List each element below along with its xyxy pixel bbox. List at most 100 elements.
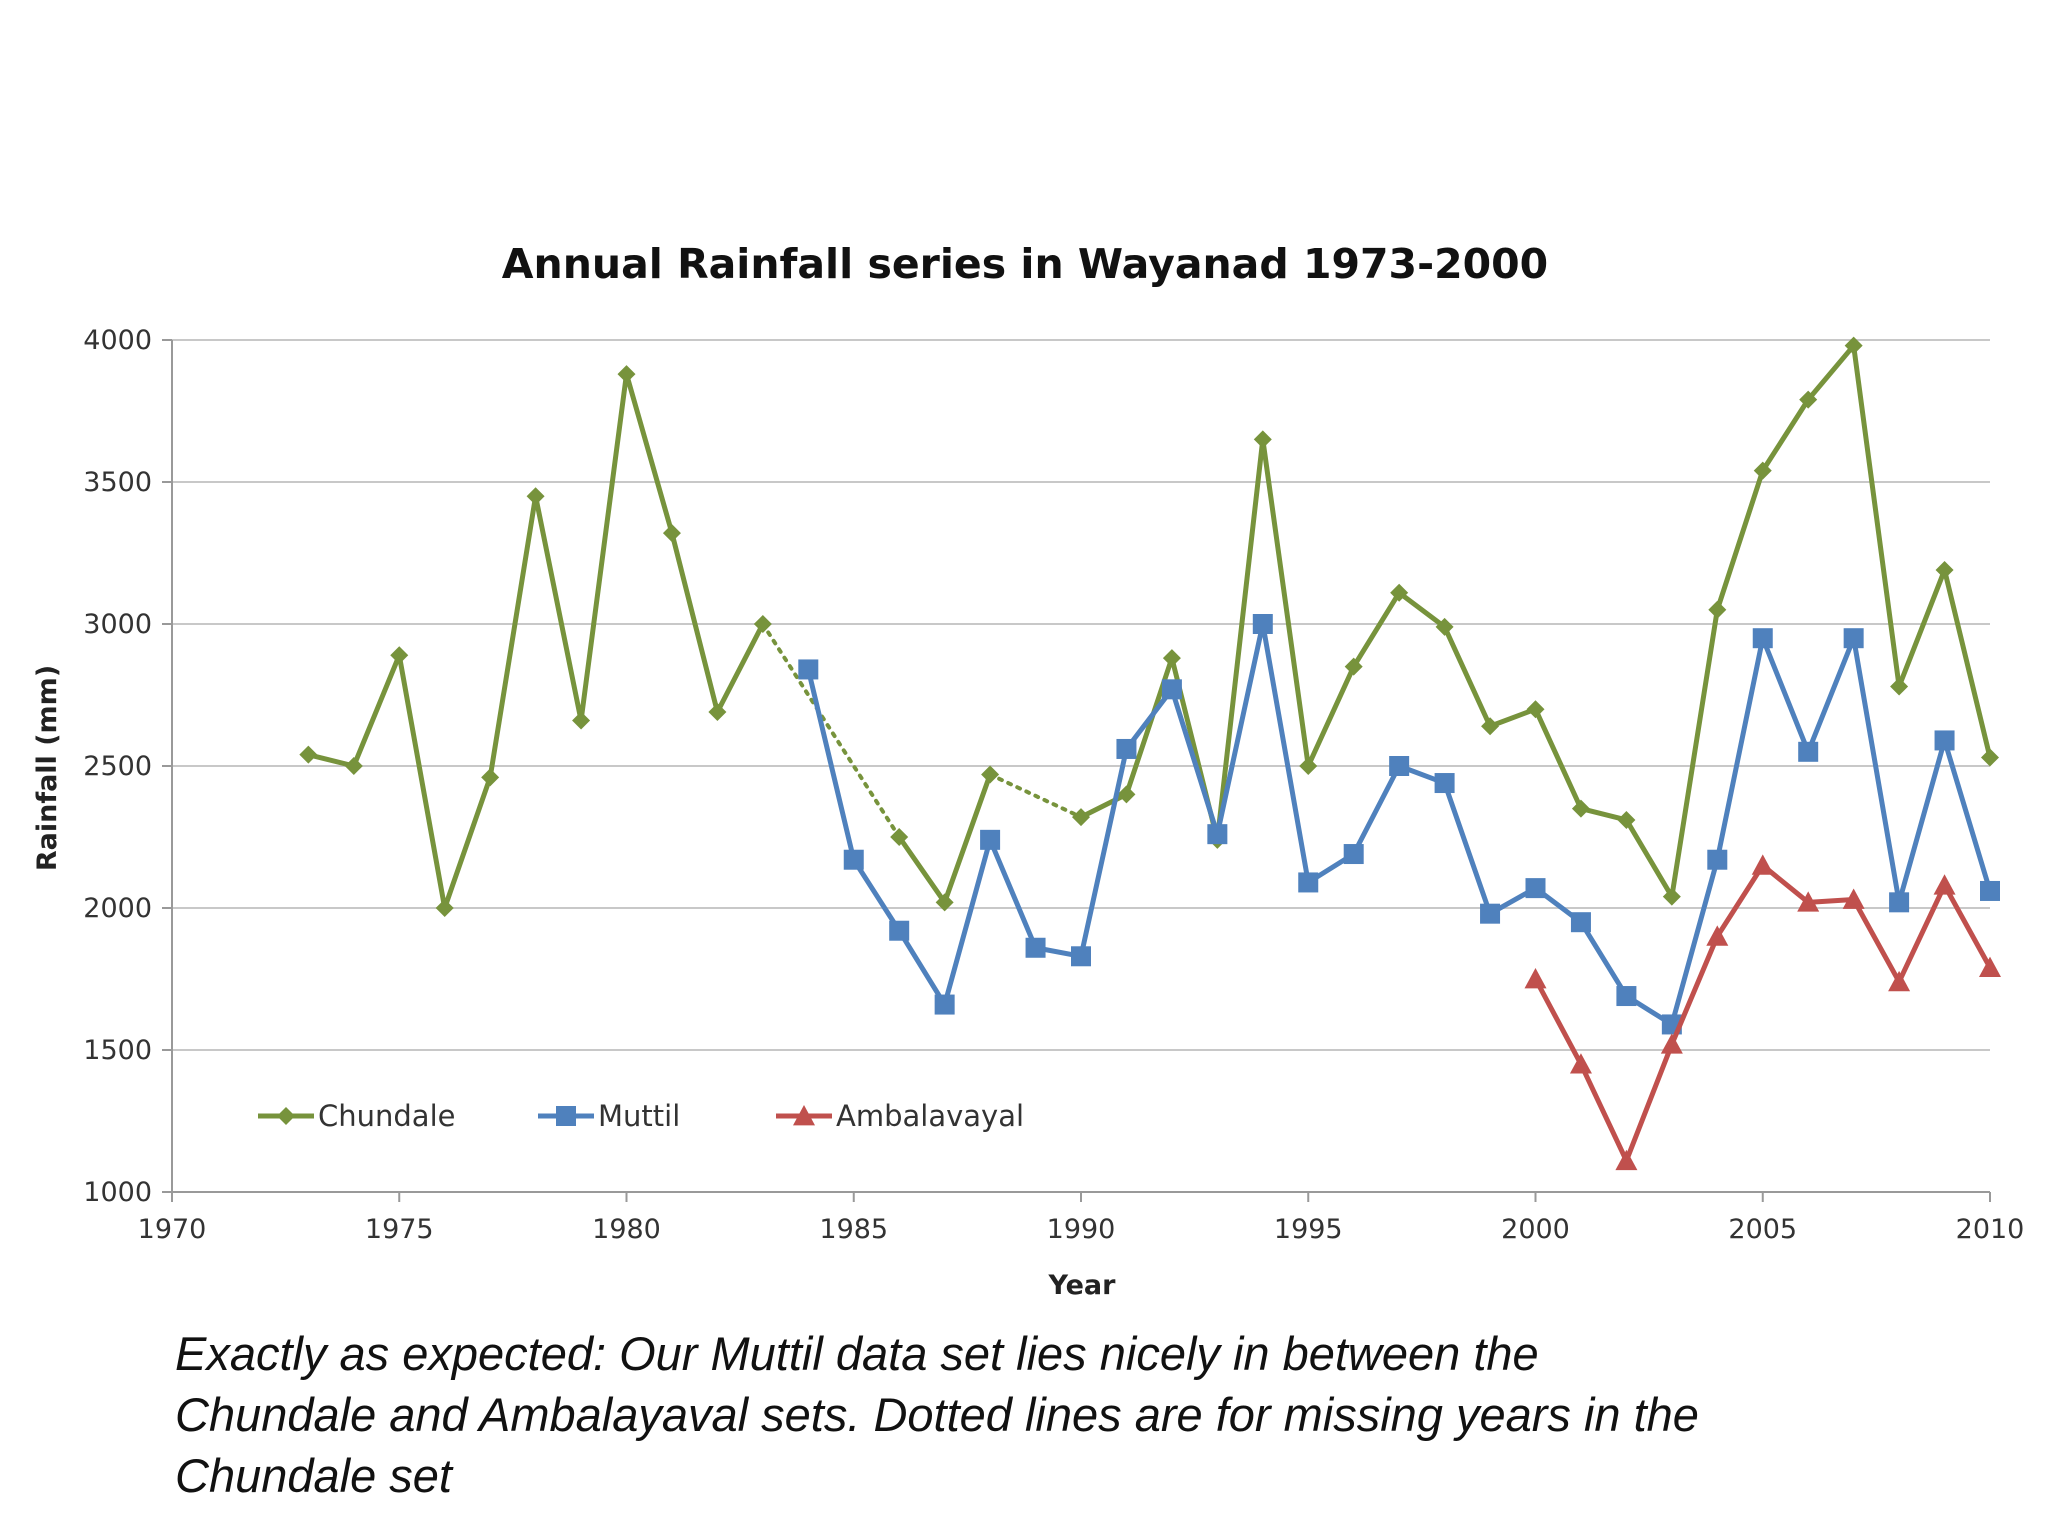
- chart-area: Annual Rainfall series in Wayanad 1973-2…: [0, 226, 2048, 1326]
- chundale-point-1973: [299, 745, 318, 764]
- ambalavayal-line-segment: [1578, 1061, 1629, 1164]
- x-tick-label-1975: 1975: [365, 1214, 434, 1245]
- chundale-point-1987: [935, 893, 954, 912]
- chundale-line-segment: [624, 371, 675, 536]
- muttil-point-1985: [843, 849, 864, 870]
- muttil-line-segment: [1214, 621, 1266, 837]
- x-tick-label-1980: 1980: [592, 1214, 661, 1245]
- muttil-point-1994: [1252, 614, 1273, 634]
- chundale-line-segment: [1578, 806, 1629, 823]
- muttil-line-segment: [1760, 635, 1811, 755]
- chundale-point-2001: [1571, 799, 1590, 818]
- ambalavayal-line-segment: [1669, 933, 1720, 1047]
- ambalavayal-point-2010: [1979, 956, 2001, 977]
- chundale-point-1988: [981, 765, 1000, 784]
- muttil-line-segment: [1442, 780, 1493, 917]
- chundale-point-1982: [708, 703, 727, 722]
- chundale-point-1998: [1435, 617, 1454, 636]
- x-tick-label-1995: 1995: [1274, 1214, 1343, 1245]
- chundale-point-2003: [1662, 887, 1681, 906]
- muttil-point-2006: [1798, 741, 1819, 762]
- chundale-point-1992: [1162, 649, 1181, 668]
- chundale-point-2009: [1935, 561, 1954, 580]
- muttil-point-1997: [1389, 756, 1410, 776]
- chundale-line-segment: [1123, 655, 1175, 797]
- chundale-line-segment: [1260, 436, 1311, 769]
- muttil-point-2000: [1525, 878, 1546, 899]
- chundale-point-2000: [1526, 700, 1545, 719]
- chundale-line-segment: [533, 493, 584, 724]
- muttil-line-segment: [1169, 686, 1220, 837]
- chundale-point-1977: [481, 768, 500, 787]
- chundale-point-1999: [1481, 717, 1500, 736]
- chundale-line-segment: [351, 652, 402, 769]
- legend-marker-muttil: [556, 1106, 576, 1126]
- series-chundale: [299, 336, 1999, 917]
- chundale-point-1980: [617, 365, 636, 384]
- chundale-point-1976: [435, 899, 454, 917]
- muttil-point-1991: [1116, 738, 1137, 759]
- chundale-line-segment: [305, 752, 357, 769]
- muttil-point-2009: [1934, 730, 1955, 751]
- muttil-line-segment: [1851, 635, 1902, 905]
- x-tick-label-1985: 1985: [819, 1214, 888, 1245]
- chundale-line-segment: [1396, 590, 1448, 630]
- ambalavayal-line-segment: [1942, 882, 1993, 971]
- series-ambalavayal: [1524, 854, 2001, 1171]
- chundale-point-1986: [890, 828, 909, 846]
- ambalavayal-point-2007: [1842, 888, 1865, 909]
- chundale-point-2004: [1708, 600, 1727, 619]
- ambalavayal-point-2005: [1751, 854, 1774, 875]
- chundale-point-1975: [390, 646, 409, 665]
- muttil-point-2010: [1980, 880, 2000, 901]
- muttil-point-2002: [1616, 986, 1637, 1007]
- x-tick-label-1970: 1970: [138, 1214, 207, 1245]
- legend-item-muttil: Muttil: [538, 1099, 680, 1133]
- chundale-point-1978: [526, 487, 545, 506]
- chundale-line-segment: [1942, 567, 1993, 760]
- muttil-point-1992: [1161, 679, 1182, 700]
- muttil-line-segment: [987, 837, 1039, 951]
- muttil-line-segment: [1078, 746, 1129, 959]
- chundale-point-1981: [662, 524, 681, 543]
- muttil-line-segment: [1578, 919, 1629, 999]
- ambalavayal-point-2001: [1569, 1053, 1592, 1074]
- legend-item-ambalavayal: Ambalavayal: [776, 1099, 1024, 1133]
- y-tick-label-1000: 1000: [83, 1177, 152, 1208]
- chundale-point-1994: [1253, 430, 1272, 449]
- ambalavayal-line-segment: [1533, 976, 1584, 1067]
- muttil-line-segment: [896, 928, 948, 1008]
- chundale-line-segment: [1305, 664, 1357, 769]
- muttil-line-segment: [851, 857, 902, 934]
- muttil-point-1993: [1207, 824, 1228, 845]
- chundale-point-2005: [1753, 461, 1772, 480]
- ambalavayal-point-2004: [1706, 925, 1729, 946]
- muttil-point-1998: [1434, 773, 1455, 794]
- y-tick-label-2000: 2000: [83, 893, 152, 924]
- chundale-line-segment: [669, 530, 720, 715]
- muttil-point-2005: [1752, 628, 1773, 649]
- chundale-line-segment: [1442, 624, 1493, 729]
- muttil-point-2001: [1570, 912, 1591, 933]
- chundale-line-segment: [896, 834, 948, 905]
- muttil-point-1990: [1071, 946, 1091, 967]
- series-layer: [299, 336, 2001, 1171]
- chundale-line-segment: [1714, 468, 1766, 613]
- chundale-point-1983: [753, 615, 772, 633]
- chundale-line-segment: [578, 371, 629, 724]
- ambalavayal-line-segment: [1851, 896, 1902, 985]
- legend: Chundale Muttil Ambalavayal: [258, 1099, 1024, 1133]
- muttil-point-1987: [934, 994, 955, 1015]
- chundale-point-1996: [1344, 657, 1363, 676]
- y-tick-label-4000: 4000: [83, 325, 152, 356]
- chart-title: Annual Rainfall series in Wayanad 1973-2…: [502, 240, 1548, 288]
- caption: Exactly as expected: Our Muttil data set…: [175, 1323, 1975, 1506]
- chundale-point-2007: [1844, 336, 1863, 355]
- muttil-point-1996: [1343, 844, 1364, 865]
- muttil-point-1995: [1298, 872, 1319, 893]
- gridlines: [172, 339, 1990, 1051]
- x-axis-label: Year: [1048, 1270, 1117, 1301]
- ambalavayal-point-2006: [1797, 891, 1820, 912]
- ambalavayal-line-segment: [1714, 862, 1766, 939]
- x-tick-label-2005: 2005: [1728, 1214, 1797, 1245]
